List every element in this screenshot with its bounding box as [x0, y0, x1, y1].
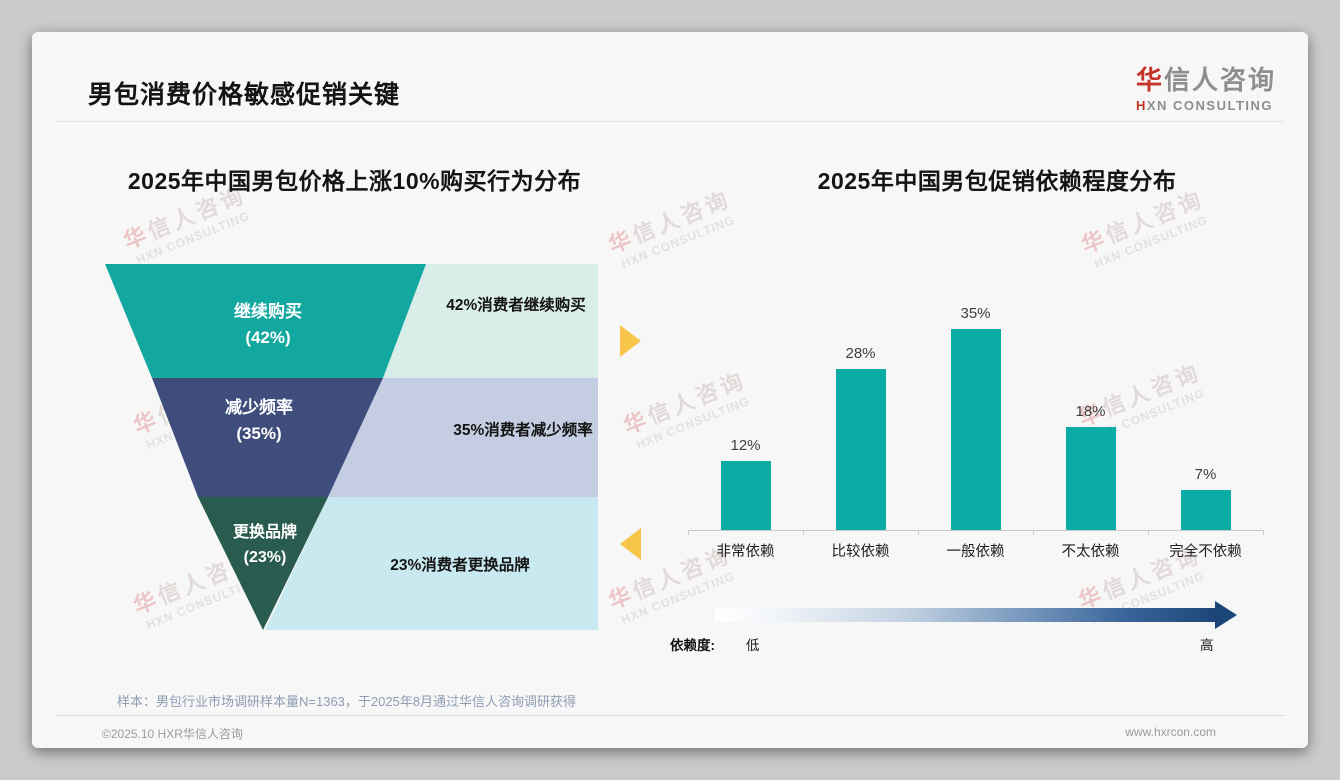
website-url: www.hxrcon.com — [1125, 725, 1216, 739]
bar — [1065, 426, 1116, 530]
funnel-stage-1-label: 继续购买 — [234, 301, 302, 321]
funnel-segment-3 — [198, 497, 328, 630]
company-logo: 华信人咨询 HXN CONSULTING — [1136, 60, 1276, 113]
bar-labels: 非常依赖 比较依赖 一般依赖 不太依赖 完全不依赖 — [688, 540, 1263, 561]
page-title: 男包消费价格敏感促销关键 — [88, 81, 401, 109]
watermark-en: HXN CONSULTING — [619, 212, 737, 272]
bar-columns: 12% 28% 35% 18% 7% — [688, 300, 1263, 530]
bar-value-label: 35% — [960, 305, 991, 323]
bar-category-label: 完全不依赖 — [1169, 544, 1242, 560]
bar-category-label: 一般依赖 — [946, 544, 1005, 560]
gradient-arrow — [715, 608, 1215, 622]
funnel-segment-1 — [105, 264, 426, 378]
bar-chart: 12% 28% 35% 18% 7% 非常依赖 比较依赖 一般依赖 不太依赖 完全不依赖 — [688, 300, 1264, 561]
slide-card: 华信人咨询 HXN CONSULTING 华信人咨询 HXN CONSULTIN… — [32, 32, 1308, 748]
x-axis-line — [688, 530, 1264, 535]
bar-column: 35% — [918, 305, 1033, 530]
connector-arrow-right-icon — [620, 325, 641, 357]
axis-tick — [1033, 530, 1034, 535]
header-divider — [56, 121, 1284, 122]
axis-tick — [1263, 530, 1264, 535]
funnel-stage-1-value: (42%) — [245, 328, 290, 347]
funnel-side-label-1: 42%消费者继续购买 — [446, 295, 586, 314]
bar-column: 28% — [803, 345, 918, 530]
bar-value-label: 18% — [1075, 402, 1106, 420]
bar-chart-title: 2025年中国男包促销依赖程度分布 — [817, 168, 1177, 194]
axis-tick — [1148, 530, 1149, 535]
funnel-stage-2-label: 减少频率 — [225, 397, 293, 417]
bar-column: 7% — [1148, 466, 1263, 530]
axis-tick — [918, 530, 919, 535]
bar-value-label: 7% — [1194, 465, 1217, 483]
bar-value-label: 28% — [845, 345, 876, 363]
bar-category-label: 比较依赖 — [831, 544, 890, 560]
funnel-side-panel-2 — [328, 378, 598, 497]
bar-column: 12% — [688, 437, 803, 530]
funnel-side-label-2: 35%消费者减少频率 — [453, 420, 593, 439]
watermark-en: HXN CONSULTING — [1092, 212, 1210, 272]
funnel-side-panel-1 — [383, 264, 598, 378]
bar-column: 18% — [1033, 403, 1148, 530]
funnel-segment-2 — [152, 378, 383, 497]
axis-tick — [803, 530, 804, 535]
logo-chinese-text: 华信人咨询 — [1135, 65, 1276, 95]
sample-note: 样本：男包行业市场调研样本量N=1363，于2025年8月通过华信人咨询调研获得 — [117, 694, 577, 709]
connector-arrow-left-icon — [620, 528, 641, 560]
dependency-low-label: 低 — [746, 638, 760, 653]
bar — [835, 369, 886, 530]
funnel-stage-3-label: 更换品牌 — [233, 522, 297, 541]
gradient-arrow-head-icon — [1215, 601, 1237, 629]
funnel-side-panel-3 — [265, 497, 598, 630]
funnel-stage-2-value: (35%) — [236, 424, 281, 443]
bar-category-label: 不太依赖 — [1061, 544, 1120, 560]
funnel-stage-3-value: (23%) — [244, 549, 287, 566]
bar — [1180, 489, 1231, 530]
watermark-en: HXN CONSULTING — [134, 208, 252, 268]
axis-tick — [688, 530, 689, 535]
footer-divider — [56, 715, 1284, 716]
bar-category-label: 非常依赖 — [716, 544, 775, 560]
logo-english-text: HXN CONSULTING — [1135, 98, 1274, 113]
funnel-chart: 继续购买 (42%) 减少频率 (35%) 更换品牌 (23%) 42%消费者继… — [103, 263, 598, 636]
copyright-text: ©2025.10 HXR华信人咨询 — [102, 727, 243, 741]
bar — [720, 461, 771, 530]
bar — [950, 329, 1001, 530]
bar-value-label: 12% — [730, 437, 761, 455]
dependency-legend-title: 依赖度: — [670, 638, 715, 653]
dependency-high-label: 高 — [1200, 638, 1214, 653]
funnel-chart-title: 2025年中国男包价格上涨10%购买行为分布 — [127, 168, 582, 194]
funnel-side-label-3: 23%消费者更换品牌 — [390, 555, 530, 574]
